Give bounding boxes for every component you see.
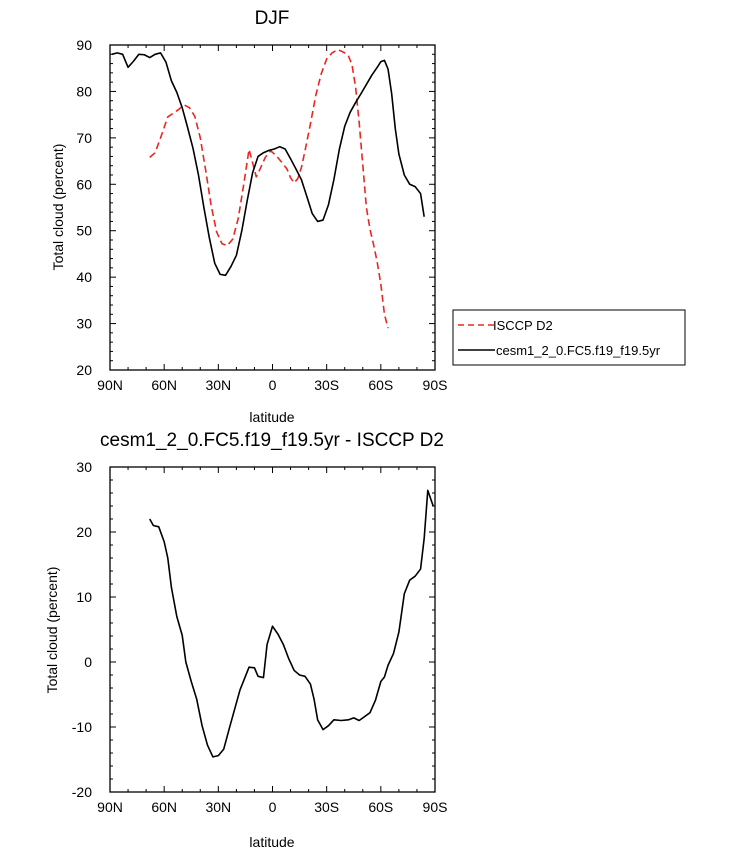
bottom-y-ticks: -20 -10 0 10 20 30 — [72, 459, 435, 800]
y-tick-label: 70 — [76, 130, 92, 146]
y-tick-label: -10 — [72, 719, 92, 735]
y-tick-label: 60 — [76, 176, 92, 192]
top-series-lines — [111, 48, 425, 329]
top-chart-title: DJF — [255, 8, 290, 29]
y-tick-label: 30 — [76, 316, 92, 332]
bottom-chart-panel: cesm1_2_0.FC5.f19_f19.5yr - ISCCP D2 lat… — [44, 430, 447, 850]
bottom-chart-xlabel: latitude — [249, 834, 294, 850]
y-tick-label: 80 — [76, 83, 92, 99]
x-tick-label: 60N — [151, 799, 177, 815]
top-chart-panel: DJF latitude Total cloud (percent) 90N 60… — [50, 8, 447, 425]
top-series-line-1 — [111, 52, 425, 277]
x-tick-label: 30S — [314, 799, 339, 815]
y-tick-label: 50 — [76, 223, 92, 239]
top-series-line-0 — [149, 48, 389, 329]
x-tick-label: 30N — [205, 377, 231, 393]
bottom-series-lines — [149, 489, 434, 758]
legend: ISCCP D2 cesm1_2_0.FC5.f19_f19.5yr — [452, 309, 686, 366]
y-tick-label: 20 — [76, 524, 92, 540]
x-tick-label: 60S — [368, 377, 393, 393]
y-tick-label: 10 — [76, 589, 92, 605]
x-tick-label: 0 — [269, 799, 277, 815]
x-tick-label: 90S — [423, 799, 448, 815]
x-tick-label: 0 — [269, 377, 277, 393]
top-x-ticks: 90N 60N 30N 0 30S 60S 90S — [97, 45, 447, 393]
y-tick-label: 20 — [76, 362, 92, 378]
x-tick-label: 60S — [368, 799, 393, 815]
y-tick-label: 90 — [76, 37, 92, 53]
y-tick-label: 40 — [76, 269, 92, 285]
bottom-series-line-0 — [149, 489, 434, 758]
y-tick-label: -20 — [72, 784, 92, 800]
bottom-chart-ylabel: Total cloud (percent) — [44, 567, 60, 694]
bottom-chart-title: cesm1_2_0.FC5.f19_f19.5yr - ISCCP D2 — [100, 430, 444, 451]
x-tick-label: 30N — [205, 799, 231, 815]
legend-label-isccp: ISCCP D2 — [493, 318, 553, 333]
x-tick-label: 90N — [97, 799, 123, 815]
top-chart-xlabel: latitude — [249, 409, 294, 425]
top-chart-ylabel: Total cloud (percent) — [50, 144, 66, 271]
legend-label-cesm: cesm1_2_0.FC5.f19_f19.5yr — [496, 343, 661, 358]
bottom-x-ticks: 90N 60N 30N 0 30S 60S 90S — [97, 467, 447, 815]
x-tick-label: 60N — [151, 377, 177, 393]
legend-box — [452, 309, 686, 366]
top-y-ticks: 20 30 40 50 60 70 80 90 — [76, 37, 435, 378]
x-tick-label: 90S — [423, 377, 448, 393]
bottom-plot-frame — [109, 466, 436, 793]
y-tick-label: 0 — [84, 654, 92, 670]
x-tick-label: 90N — [97, 377, 123, 393]
x-tick-label: 30S — [314, 377, 339, 393]
y-tick-label: 30 — [76, 459, 92, 475]
